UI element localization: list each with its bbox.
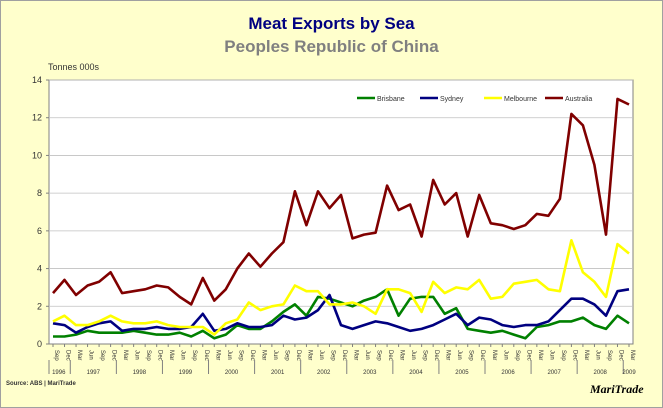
x-tick-label: Mar xyxy=(629,350,635,360)
x-tick-label: Mar xyxy=(168,350,174,360)
legend-label-sydney: Sydney xyxy=(440,96,464,103)
x-tick-label: Sep xyxy=(560,350,566,361)
x-tick-label: Jun xyxy=(272,350,278,360)
y-tick-label: 8 xyxy=(37,188,42,198)
x-tick-label: Mar xyxy=(353,350,359,360)
x-tick-label: Dec xyxy=(65,350,71,361)
year-label: 1997 xyxy=(87,370,101,376)
legend-label-australia: Australia xyxy=(565,96,592,103)
x-tick-label: Mar xyxy=(491,350,497,360)
y-axis-label: Tonnes 000s xyxy=(48,62,100,72)
x-tick-label: Jun xyxy=(456,350,462,360)
x-tick-label: Dec xyxy=(111,350,117,361)
x-tick-label: Dec xyxy=(341,350,347,361)
x-tick-label: Mar xyxy=(445,350,451,360)
y-tick-label: 6 xyxy=(37,226,42,236)
series-line-sydney xyxy=(52,288,630,335)
x-tick-label: Sep xyxy=(53,350,59,361)
x-tick-label: Mar xyxy=(537,350,543,360)
x-tick-label: Jun xyxy=(548,350,554,360)
y-tick-label: 10 xyxy=(32,150,42,160)
x-tick-label: Dec xyxy=(295,350,301,361)
year-label: 2007 xyxy=(547,370,561,376)
x-tick-label: Jun xyxy=(180,350,186,360)
year-label: 2003 xyxy=(363,370,377,376)
x-tick-label: Mar xyxy=(399,350,405,360)
x-tick-label: Mar xyxy=(306,350,312,360)
year-label: 1999 xyxy=(179,370,193,376)
x-tick-label: Sep xyxy=(99,350,105,361)
x-tick-label: Dec xyxy=(387,350,393,361)
x-tick-label: Jun xyxy=(226,350,232,360)
legend-label-melbourne: Melbourne xyxy=(504,96,537,103)
x-tick-label: Sep xyxy=(237,350,243,361)
x-tick-label: Sep xyxy=(422,350,428,361)
year-label: 2002 xyxy=(317,370,331,376)
year-label: 1998 xyxy=(133,370,147,376)
series-line-australia xyxy=(52,97,630,306)
x-tick-label: Sep xyxy=(329,350,335,361)
x-tick-label: Jun xyxy=(318,350,324,360)
chart-title: Meat Exports by Sea xyxy=(248,14,415,33)
year-label: 2004 xyxy=(409,370,423,376)
x-tick-label: Sep xyxy=(376,350,382,361)
x-tick-label: Sep xyxy=(606,350,612,361)
x-tick-label: Jun xyxy=(88,350,94,360)
x-tick-label: Dec xyxy=(479,350,485,361)
maritrade-logo: MariTrade xyxy=(590,382,644,396)
x-tick-label: Sep xyxy=(145,350,151,361)
year-label: 2005 xyxy=(455,370,469,376)
x-tick-label: Jun xyxy=(364,350,370,360)
x-tick-label: Mar xyxy=(583,350,589,360)
x-tick-label: Jun xyxy=(134,350,140,360)
x-tick-label: Sep xyxy=(191,350,197,361)
source-note: Source: ABS | MariTrade xyxy=(6,381,76,387)
x-tick-label: Sep xyxy=(283,350,289,361)
x-tick-label: Jun xyxy=(410,350,416,360)
x-tick-label: Sep xyxy=(468,350,474,361)
x-tick-label: Mar xyxy=(122,350,128,360)
year-label: 2006 xyxy=(501,370,515,376)
x-tick-label: Mar xyxy=(214,350,220,360)
series-line-melbourne xyxy=(52,239,630,336)
year-label: 1996 xyxy=(52,370,66,376)
x-tick-label: Dec xyxy=(617,350,623,361)
x-tick-label: Dec xyxy=(157,350,163,361)
y-tick-label: 4 xyxy=(37,264,42,274)
x-tick-label: Mar xyxy=(76,350,82,360)
x-tick-label: Jun xyxy=(594,350,600,360)
x-tick-label: Dec xyxy=(249,350,255,361)
year-label: 2008 xyxy=(594,370,608,376)
series-line-brisbane xyxy=(53,287,630,340)
x-tick-label: Sep xyxy=(514,350,520,361)
x-tick-label: Dec xyxy=(571,350,577,361)
plot-area xyxy=(48,79,634,345)
year-label: 2001 xyxy=(271,370,285,376)
year-label: 2000 xyxy=(225,370,239,376)
y-tick-label: 12 xyxy=(32,113,42,123)
y-tick-label: 2 xyxy=(37,301,42,311)
y-tick-label: 14 xyxy=(32,75,42,85)
x-tick-label: Dec xyxy=(203,350,209,361)
legend-label-brisbane: Brisbane xyxy=(377,96,405,103)
x-tick-label: Dec xyxy=(433,350,439,361)
x-tick-label: Mar xyxy=(260,350,266,360)
chart-subtitle: Peoples Republic of China xyxy=(224,37,439,56)
year-label: 2009 xyxy=(622,370,636,376)
y-tick-label: 0 xyxy=(37,339,42,349)
x-tick-label: Jun xyxy=(502,350,508,360)
x-tick-label: Dec xyxy=(525,350,531,361)
